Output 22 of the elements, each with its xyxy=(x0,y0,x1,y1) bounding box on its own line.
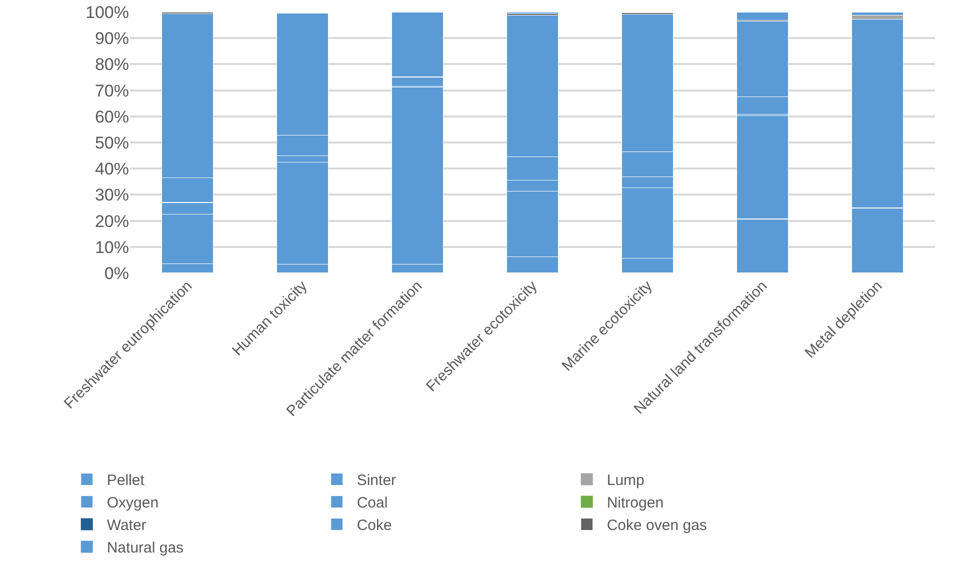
y-tick-label: 0% xyxy=(104,264,129,283)
legend-label: Oxygen xyxy=(106,494,159,512)
legend-label: Coke xyxy=(356,517,392,534)
y-tick-label: 50% xyxy=(94,133,129,152)
y-tick-label: 40% xyxy=(94,160,129,179)
y-tick-label: 70% xyxy=(94,81,129,100)
y-tick-label: 60% xyxy=(94,107,129,126)
y-tick-label: 20% xyxy=(94,212,129,231)
legend-label: Water xyxy=(106,517,146,534)
legend-label: Lump xyxy=(606,472,644,490)
y-tick-label: 30% xyxy=(94,186,129,205)
bar xyxy=(851,12,904,16)
legend-label: Sinter xyxy=(356,472,396,490)
y-tick-label: 100% xyxy=(86,2,129,22)
y-tick-label: 10% xyxy=(94,238,129,257)
y-tick-label: 90% xyxy=(94,29,129,48)
legend-label: Coke oven gas xyxy=(606,517,707,534)
y-tick-label: 80% xyxy=(94,55,129,74)
legend-label: Nitrogen xyxy=(606,494,664,512)
legend-label: Natural gas xyxy=(106,540,184,557)
legend-label: Coal xyxy=(356,494,388,512)
legend-label: Pellet xyxy=(106,472,146,490)
